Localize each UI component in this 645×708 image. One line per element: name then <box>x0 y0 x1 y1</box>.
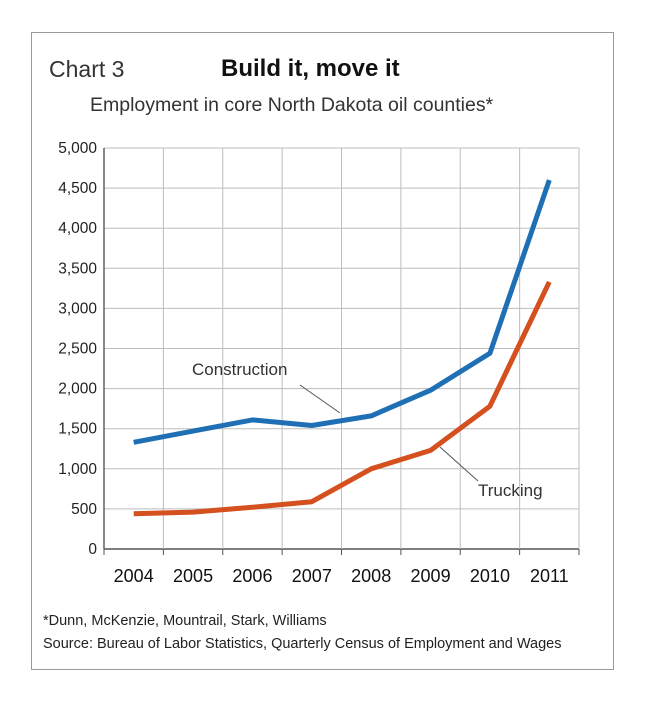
x-tick-label: 2005 <box>173 566 213 586</box>
x-tick-label: 2010 <box>470 566 510 586</box>
y-tick-label: 5,000 <box>58 140 97 157</box>
footnote-counties: *Dunn, McKenzie, Mountrail, Stark, Willi… <box>43 613 327 629</box>
y-tick-label: 4,000 <box>58 220 97 237</box>
chart-number: Chart 3 <box>49 56 125 82</box>
leader-line-construction <box>299 384 341 414</box>
series-line-construction <box>133 179 552 445</box>
y-tick-label: 500 <box>71 501 97 518</box>
x-tick-label: 2008 <box>351 566 391 586</box>
y-tick-label: 3,000 <box>58 300 97 317</box>
series-label-construction: Construction <box>192 360 287 379</box>
y-tick-label: 0 <box>88 541 97 558</box>
x-tick-label: 2007 <box>292 566 332 586</box>
x-tick-label: 2004 <box>114 566 154 586</box>
y-tick-label: 2,500 <box>58 341 97 358</box>
chart-subtitle: Employment in core North Dakota oil coun… <box>90 94 494 116</box>
series-label-trucking: Trucking <box>478 481 543 500</box>
series-lines <box>133 179 552 517</box>
chart-title: Build it, move it <box>221 55 400 82</box>
leader-line-trucking <box>439 446 479 482</box>
x-tick-label: 2006 <box>232 566 272 586</box>
y-tick-label: 1,000 <box>58 461 97 478</box>
x-tick-label: 2011 <box>530 566 569 586</box>
y-tick-label: 3,500 <box>58 260 97 277</box>
y-axis-tick-labels: 0 500 1,000 1,500 2,000 2,500 3,000 3,500 4,000 4… <box>58 140 97 558</box>
x-axis-tick-labels: 2004 2005 2006 2007 2008 2009 2010 2011 <box>114 566 569 586</box>
y-tick-label: 1,500 <box>58 421 97 438</box>
series-line-trucking <box>133 280 552 517</box>
series-annotations: Construction Trucking <box>192 360 543 500</box>
source-note: Source: Bureau of Labor Statistics, Quar… <box>43 636 562 652</box>
y-tick-label: 4,500 <box>58 180 97 197</box>
y-tick-label: 2,000 <box>58 381 97 398</box>
x-tick-label: 2009 <box>411 566 451 586</box>
